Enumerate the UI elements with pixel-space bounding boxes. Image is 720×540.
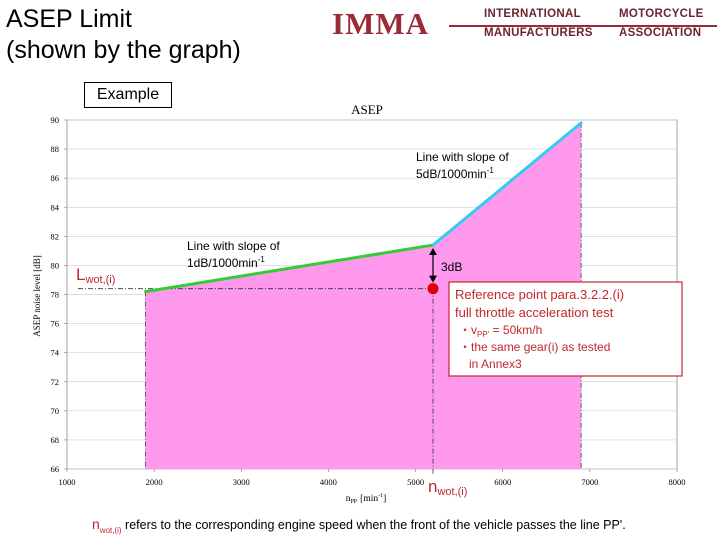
x-tick-label-7: 8000 — [669, 477, 686, 487]
delta-arrow-head-bottom — [429, 275, 437, 283]
logo-line1-right: MOTORCYCLE — [619, 8, 704, 20]
ref-line3-b: = 50km/h — [489, 323, 542, 337]
y-tick-label-4: 74 — [51, 348, 60, 358]
x-label-sub: PP — [350, 499, 357, 505]
ref-line1: Reference point para.3.2.2.(i) — [455, 287, 624, 302]
limit-fill-area — [145, 122, 582, 470]
annot-upper-slope-line1: Line with slope of — [416, 150, 509, 164]
annot-upper-slope-exp: -1 — [487, 166, 495, 175]
chart-title: ASEP — [351, 102, 383, 117]
x-label-close: ] — [383, 494, 386, 504]
y-tick-label-12: 90 — [51, 115, 60, 125]
chart-annotations: Line with slope of 5dB/1000min-1 Line wi… — [76, 150, 683, 498]
annot-lower-slope-value: 1dB/1000min — [187, 256, 258, 270]
limit-segment-1 — [431, 121, 583, 247]
y-tick-label-8: 82 — [51, 231, 60, 241]
annot-lwot-main: L — [76, 265, 85, 284]
y-tick-label-0: 66 — [51, 464, 60, 474]
y-tick-label-2: 70 — [51, 406, 60, 416]
y-tick-label-5: 76 — [51, 319, 60, 329]
annot-lwot: Lwot,(i) — [76, 265, 115, 286]
footnote-n-sub: wot,(i) — [99, 525, 122, 535]
delta-arrow-head-top — [429, 248, 437, 256]
x-tick-label-2: 3000 — [233, 477, 250, 487]
logo-line1-left: INTERNATIONAL — [484, 8, 581, 20]
annot-lower-slope-line2: 1dB/1000min-1 — [187, 255, 265, 270]
annot-lower-slope-line1: Line with slope of — [187, 239, 280, 253]
chart-ticks: 66 68 70 72 74 76 78 80 82 84 86 88 90 1000 2000 3000 40… — [51, 115, 686, 487]
ref-line2: full throttle acceleration test — [455, 305, 614, 320]
reference-point-dot — [427, 283, 439, 295]
reference-point-box — [448, 281, 683, 377]
x-tick-label-3: 4000 — [320, 477, 337, 487]
y-tick-label-6: 78 — [51, 290, 60, 300]
footnote: nwot,(i) refers to the corresponding eng… — [92, 516, 626, 535]
annot-upper-slope-value: 5dB/1000min — [416, 167, 487, 181]
y-tick-label-1: 68 — [51, 435, 60, 445]
logo-line2-left: MANUFACTURERS — [484, 27, 593, 39]
footnote-n: nwot,(i) — [92, 516, 122, 535]
y-tick-label-9: 84 — [51, 202, 60, 212]
logo-imma-text: IMMA — [332, 6, 429, 41]
footnote-n-main: n — [92, 516, 100, 532]
chart-plot — [78, 121, 583, 475]
logo-divider — [449, 25, 717, 27]
annot-lwot-sub: wot,(i) — [84, 274, 115, 286]
x-tick-label-4: 5000 — [407, 477, 424, 487]
ref-line4: ・the same gear(i) as tested — [459, 340, 610, 354]
logo-line2-right: ASSOCIATION — [619, 27, 702, 39]
annot-upper-slope-line2: 5dB/1000min-1 — [416, 166, 494, 181]
y-tick-label-11: 88 — [51, 144, 60, 154]
annot-delta-3db: 3dB — [441, 260, 462, 274]
x-label-unit: [min — [360, 494, 378, 504]
x-label-n: n — [346, 494, 351, 504]
annot-nwot: nwot,(i) — [428, 477, 467, 498]
y-axis-label: ASEP noise level [dB] — [32, 255, 42, 336]
y-tick-label-7: 80 — [51, 260, 60, 270]
ref-line3-sub: PP' — [477, 330, 490, 339]
x-tick-label-1: 2000 — [146, 477, 163, 487]
x-tick-label-5: 6000 — [494, 477, 511, 487]
limit-segment-0 — [143, 243, 435, 294]
annot-nwot-main: n — [428, 477, 437, 496]
annot-lower-slope-exp: -1 — [258, 255, 266, 264]
y-tick-label-10: 86 — [51, 173, 60, 183]
ref-line5: in Annex3 — [469, 357, 522, 371]
page-title: ASEP Limit (shown by the graph) — [6, 5, 241, 64]
y-tick-label-3: 72 — [51, 377, 60, 387]
imma-logo: IMMA INTERNATIONAL MOTORCYCLE MANUFACTUR… — [332, 6, 717, 42]
x-axis-label: nPP [min-1] — [346, 493, 387, 505]
ref-line3: ・vPP' = 50km/h — [459, 323, 542, 339]
example-label: Example — [84, 82, 172, 108]
footnote-text: refers to the corresponding engine speed… — [121, 518, 626, 532]
x-label-exp: -1 — [378, 493, 383, 499]
x-tick-label-0: 1000 — [59, 477, 76, 487]
ref-line3-a: ・v — [459, 323, 477, 337]
x-tick-label-6: 7000 — [581, 477, 598, 487]
annot-nwot-sub: wot,(i) — [436, 486, 467, 498]
